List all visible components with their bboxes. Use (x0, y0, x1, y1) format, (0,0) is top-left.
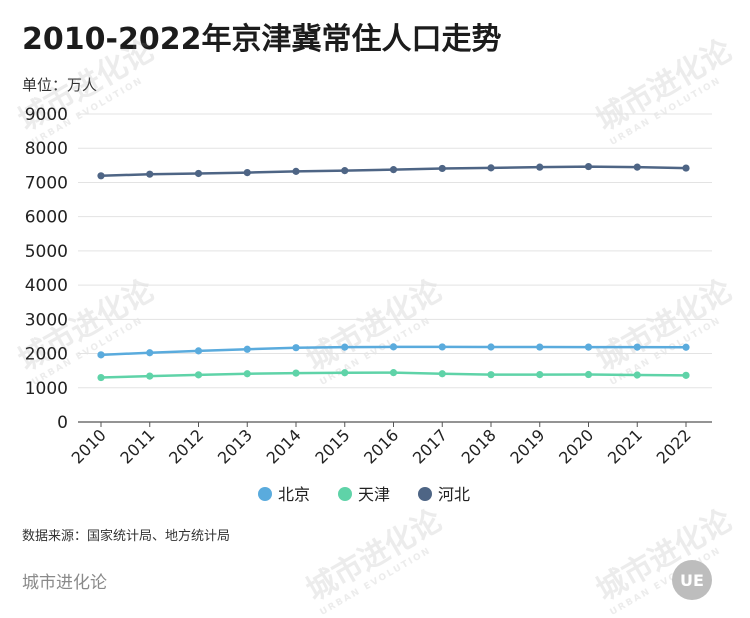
data-point (536, 371, 544, 379)
data-point (389, 166, 398, 174)
x-tick-label: 2016 (360, 425, 402, 467)
brand-name: 城市进化论 (22, 573, 107, 593)
data-point (438, 343, 446, 351)
data-point (341, 369, 349, 377)
data-point (146, 372, 154, 380)
data-point (243, 168, 251, 177)
data-point (389, 369, 398, 377)
legend-label: 北京 (278, 485, 310, 504)
legend-marker (258, 487, 272, 501)
y-tick-label: 4000 (25, 276, 68, 296)
legend-marker (418, 487, 432, 501)
data-point (682, 371, 690, 379)
data-point (292, 344, 300, 352)
data-point (194, 169, 203, 178)
data-point (97, 373, 105, 382)
data-point (389, 343, 398, 351)
data-point (536, 343, 544, 351)
x-tick-label: 2012 (165, 425, 207, 467)
y-tick-label: 7000 (25, 173, 68, 193)
data-point (97, 351, 105, 359)
data-point (243, 345, 251, 353)
x-tick-label: 2019 (506, 425, 548, 467)
legend-label: 天津 (358, 485, 390, 504)
y-tick-label: 1000 (25, 379, 68, 399)
x-tick-label: 2022 (653, 425, 695, 467)
data-point (292, 369, 300, 377)
unit-label: 单位：万人 (22, 76, 98, 94)
y-tick-label: 9000 (25, 105, 68, 125)
data-point (438, 164, 446, 173)
x-tick-label: 2015 (311, 425, 353, 467)
data-point (487, 343, 495, 351)
x-tick-label: 2017 (409, 425, 451, 467)
data-point (633, 343, 641, 351)
y-tick-label: 5000 (25, 242, 68, 262)
data-point (146, 170, 154, 178)
data-point (438, 370, 446, 378)
data-point (584, 370, 593, 379)
legend-label: 河北 (438, 485, 470, 504)
x-tick-label: 2013 (214, 425, 256, 467)
x-tick-label: 2021 (604, 425, 646, 467)
x-tick-label: 2014 (263, 425, 305, 467)
data-point (97, 172, 105, 180)
y-tick-label: 6000 (25, 208, 68, 228)
y-tick-label: 0 (57, 413, 68, 433)
data-point (194, 371, 203, 379)
chart-title: 2010-2022年京津冀常住人口走势 (22, 22, 502, 57)
data-point (341, 343, 349, 351)
data-point (292, 167, 300, 175)
data-point (243, 370, 251, 378)
data-point (487, 371, 495, 379)
data-point (536, 163, 544, 171)
data-point (682, 164, 690, 172)
x-tick-label: 2020 (555, 425, 597, 467)
x-tick-label: 2018 (458, 425, 500, 467)
x-tick-label: 2010 (68, 425, 110, 467)
data-point (584, 162, 593, 171)
data-point (682, 343, 690, 351)
data-point (633, 163, 641, 171)
data-point (487, 164, 495, 172)
data-point (341, 167, 349, 175)
brand-logo: UE (672, 560, 712, 600)
data-point (194, 347, 203, 355)
data-point (146, 349, 154, 357)
data-source: 数据来源：国家统计局、地方统计局 (22, 529, 231, 544)
x-tick-label: 2011 (116, 425, 158, 467)
legend-marker (338, 487, 352, 501)
y-tick-label: 2000 (25, 345, 68, 365)
y-tick-label: 3000 (25, 310, 68, 330)
data-point (633, 371, 641, 379)
data-point (584, 343, 593, 351)
y-tick-label: 8000 (25, 139, 68, 159)
